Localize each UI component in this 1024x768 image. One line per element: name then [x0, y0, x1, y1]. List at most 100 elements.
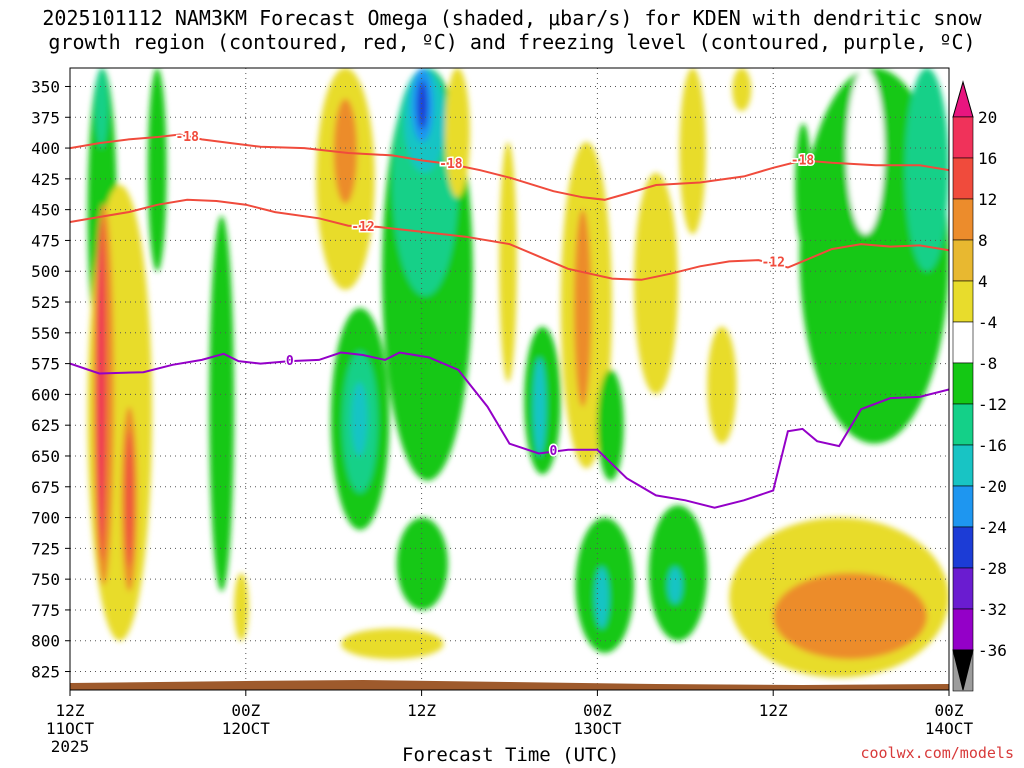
omega-region-teal-right [905, 68, 949, 272]
y-tick-label: 600 [31, 385, 60, 404]
omega-region-orange-low-right [773, 572, 928, 660]
chart-title-line2: growth region (contoured, red, ºC) and f… [48, 30, 976, 54]
colorbar-label: 4 [978, 272, 988, 291]
x-tick-label: 12Z [759, 701, 788, 720]
contour-lines: -18 -18 -18 -12 -12 0 0 [70, 128, 949, 509]
y-tick-label: 775 [31, 601, 60, 620]
y-tick-label: 725 [31, 539, 60, 558]
colorbar-label: -36 [978, 641, 1007, 660]
colorbar-label: 12 [978, 190, 997, 209]
y-tick-label: 700 [31, 509, 60, 528]
omega-region-yellow-42 [679, 68, 706, 235]
contour-label: -12 [761, 256, 784, 271]
x-tick-label: 00Z [935, 701, 964, 720]
colorbar-swatch [952, 198, 974, 241]
y-tick-label: 350 [31, 77, 60, 96]
colorbar-label: -24 [978, 518, 1007, 537]
y-tick-label: 400 [31, 139, 60, 158]
omega-region-cyan-41-low [667, 566, 683, 604]
colorbar-label: -16 [978, 436, 1007, 455]
x-tick-label: 00Z [231, 701, 260, 720]
colorbar-label: 16 [978, 149, 997, 168]
y-tick-label: 675 [31, 478, 60, 497]
y-tick-label: 825 [31, 663, 60, 682]
omega-region-yellow-45-top [732, 68, 752, 112]
colorbar-label: -8 [978, 354, 997, 373]
colorbar-bottom-cap [952, 649, 974, 691]
y-tick-label: 450 [31, 201, 60, 220]
omega-region-yellow-low-mid [341, 628, 444, 660]
contour-label: -18 [175, 130, 199, 145]
omega-region-green-upper-mid [147, 68, 167, 272]
omega-region-red-left-2 [125, 431, 133, 567]
colorbar-swatch [952, 362, 974, 405]
omega-region-green-col-9 [209, 215, 235, 592]
y-tick-label: 550 [31, 324, 60, 343]
colorbar-swatch [952, 239, 974, 282]
colorbar-swatch [952, 403, 974, 446]
colorbar-swatch [952, 567, 974, 610]
omega-region-green-right-hole [846, 68, 885, 235]
x-tick-label: 13OCT [573, 719, 622, 738]
contour-label: -18 [439, 157, 463, 172]
contour-line-freezing-level [70, 351, 949, 509]
omega-region-deepblue-main [417, 80, 428, 130]
terrain-fill [70, 680, 949, 690]
y-tick-label: 750 [31, 570, 60, 589]
x-tick-label: 12Z [407, 701, 436, 720]
colorbar-swatch [952, 116, 974, 159]
x-tick-label: 00Z [583, 701, 612, 720]
colorbar: 20 16 12 8 4 -4 -8 -12 -16 -20 -24 -28 -32 -36 [952, 80, 1007, 692]
contour-label: 0 [550, 444, 558, 459]
contour-line-dgz-18 [70, 133, 949, 201]
omega-region-cyan-20 [351, 382, 368, 456]
colorbar-label: 8 [978, 231, 988, 250]
y-axis: 350 375 400 425 450 475 500 525 550 575 600 625 650 6… [31, 77, 70, 682]
omega-shading [87, 68, 949, 678]
omega-region-cyan-35-low [594, 566, 610, 629]
x-axis-label: Forecast Time (UTC) [402, 744, 620, 766]
plot-frame [69, 67, 950, 691]
y-tick-label: 575 [31, 355, 60, 374]
contour-label: -12 [351, 220, 374, 235]
y-tick-label: 375 [31, 108, 60, 127]
y-tick-label: 625 [31, 416, 60, 435]
y-tick-label: 650 [31, 447, 60, 466]
omega-region-yellow-38 [634, 172, 678, 395]
contour-label: 0 [286, 354, 294, 369]
omega-region-yellow-29 [499, 141, 517, 383]
x-tick-label: 2025 [51, 737, 90, 756]
omega-region-orange-34 [573, 209, 592, 407]
omega-region-pink-left [97, 246, 104, 537]
omega-region-green-22-low [396, 517, 448, 610]
colorbar-swatch [952, 526, 974, 569]
x-tick-label: 11OCT [46, 719, 95, 738]
colorbar-label: -4 [978, 313, 997, 332]
colorbar-swatch [952, 485, 974, 528]
colorbar-label: -12 [978, 395, 1007, 414]
omega-region-green-upper-left-core [94, 68, 109, 149]
y-tick-label: 525 [31, 293, 60, 312]
y-tick-label: 500 [31, 262, 60, 281]
x-tick-label: 14OCT [925, 719, 974, 738]
y-tick-label: 475 [31, 231, 60, 250]
colorbar-swatch [952, 608, 974, 651]
colorbar-top-cap [952, 80, 974, 118]
omega-region-orange-18 [333, 98, 358, 204]
x-tick-label: 12Z [56, 701, 85, 720]
colorbar-label: -28 [978, 559, 1007, 578]
colorbar-label: 20 [978, 108, 997, 127]
y-tick-label: 800 [31, 632, 60, 651]
omega-region-yellow-44 [707, 326, 737, 444]
credit-text: coolwx.com/models [860, 744, 1014, 762]
colorbar-label: -32 [978, 600, 1007, 619]
chart-title-line1: 2025101112 NAM3KM Forecast Omega (shaded… [42, 6, 982, 30]
colorbar-swatch [952, 321, 974, 364]
colorbar-swatch [952, 280, 974, 323]
omega-region-yellow-12 [234, 572, 249, 641]
contour-line-dgz-12 [70, 198, 949, 281]
contour-label: -18 [791, 153, 815, 168]
colorbar-swatch [952, 444, 974, 487]
